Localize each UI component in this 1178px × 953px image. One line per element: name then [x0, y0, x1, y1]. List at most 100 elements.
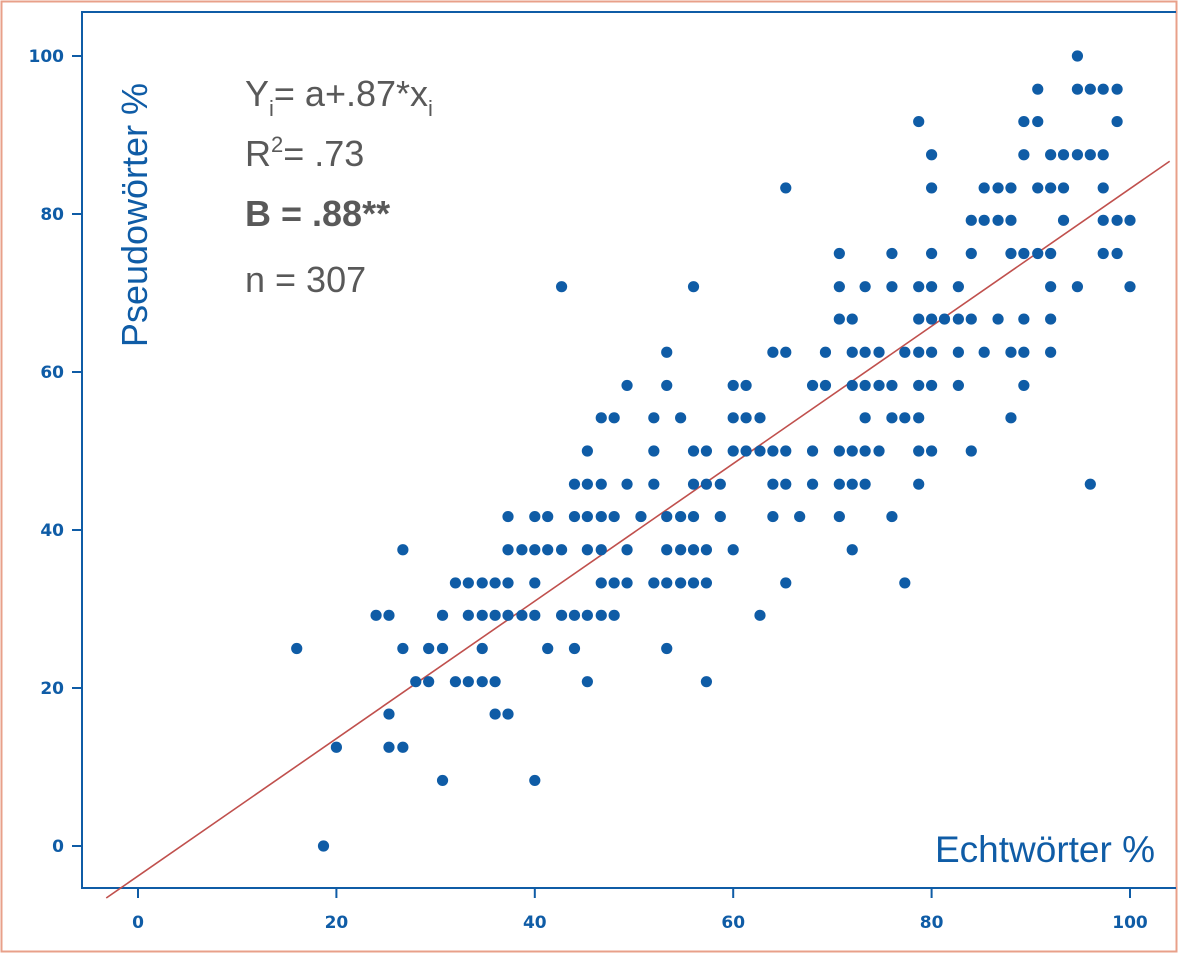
data-point — [886, 412, 898, 424]
data-point — [1124, 281, 1136, 293]
data-point — [859, 412, 871, 424]
x-axis: 0 20 40 60 80 100 — [132, 888, 1148, 933]
data-point — [1018, 313, 1030, 325]
x-tick-label: 20 — [325, 913, 349, 933]
data-point — [581, 478, 593, 490]
data-point — [648, 478, 660, 490]
data-point — [859, 281, 871, 293]
data-point — [1084, 478, 1096, 490]
data-point — [648, 445, 660, 457]
data-point — [886, 379, 898, 392]
data-point — [780, 577, 792, 589]
data-point — [700, 577, 713, 589]
data-point — [1084, 83, 1096, 95]
data-point — [992, 313, 1004, 325]
data-point — [449, 577, 462, 589]
data-point — [833, 281, 845, 293]
data-point — [913, 445, 925, 457]
data-point — [1097, 247, 1109, 260]
data-point — [740, 445, 752, 457]
data-point — [542, 510, 554, 523]
x-tick-label: 40 — [523, 913, 547, 933]
data-point — [1045, 281, 1057, 293]
data-point — [687, 478, 700, 490]
data-point — [913, 281, 925, 293]
data-point — [846, 544, 858, 556]
data-point — [648, 412, 660, 424]
data-point — [1018, 149, 1030, 161]
b-coefficient: B = .88** — [245, 193, 390, 234]
data-point — [1045, 346, 1057, 358]
data-point — [833, 445, 845, 457]
data-point — [370, 609, 382, 621]
data-point — [767, 478, 779, 490]
data-point — [555, 281, 568, 293]
data-point — [965, 445, 977, 457]
data-point — [899, 412, 911, 424]
r-squared-base: R — [245, 133, 271, 174]
data-point — [410, 676, 422, 688]
data-point — [462, 609, 474, 621]
data-point — [1045, 182, 1057, 194]
data-point — [661, 544, 673, 556]
data-point — [675, 510, 687, 523]
data-point — [846, 379, 858, 392]
data-point — [608, 577, 620, 589]
data-point — [462, 577, 474, 589]
data-point — [926, 346, 938, 358]
data-point — [529, 774, 541, 787]
y-tick-label: 80 — [40, 205, 64, 225]
data-point — [873, 379, 885, 392]
data-point — [568, 478, 581, 490]
data-point — [727, 445, 739, 457]
data-point — [661, 510, 673, 523]
data-point — [397, 544, 409, 556]
data-point — [978, 346, 990, 358]
equation-body: = a+.87*x — [274, 73, 428, 114]
data-point — [926, 281, 938, 293]
data-point — [502, 510, 514, 523]
data-point — [675, 544, 687, 556]
data-point — [978, 214, 990, 226]
data-point — [1111, 83, 1123, 95]
data-point — [687, 445, 700, 457]
data-point — [581, 544, 593, 556]
data-point — [952, 346, 964, 358]
data-point — [595, 577, 607, 589]
data-point — [555, 544, 568, 556]
data-point — [700, 478, 713, 490]
data-point — [926, 149, 938, 161]
data-point — [754, 609, 766, 621]
data-point — [529, 609, 541, 621]
data-point — [886, 247, 898, 260]
data-point — [516, 609, 528, 621]
data-point — [714, 478, 726, 490]
data-point — [1045, 247, 1057, 260]
y-tick-label: 40 — [40, 521, 64, 541]
data-point — [595, 412, 607, 424]
data-point — [661, 346, 673, 358]
y-tick-label: 20 — [40, 679, 64, 699]
data-point — [965, 247, 977, 260]
data-point — [568, 510, 581, 523]
data-point — [1097, 214, 1109, 226]
data-point — [675, 412, 687, 424]
r-squared-value: = .73 — [283, 133, 364, 174]
data-point — [555, 609, 568, 621]
data-point — [1084, 149, 1096, 161]
data-point — [462, 676, 474, 688]
data-point — [581, 609, 593, 621]
data-point — [938, 313, 951, 325]
data-point — [383, 741, 395, 753]
data-point — [846, 313, 858, 325]
data-point — [740, 412, 752, 424]
data-point — [687, 281, 700, 293]
plot-area-border — [81, 11, 1176, 889]
data-point — [794, 510, 806, 523]
data-point — [727, 544, 739, 556]
regression-equation: Yi= a+.87*xi — [245, 73, 433, 121]
data-point — [846, 346, 858, 358]
data-point — [542, 642, 554, 655]
y-axis: 0 20 40 60 80 100 — [29, 47, 82, 857]
data-point — [952, 313, 964, 325]
